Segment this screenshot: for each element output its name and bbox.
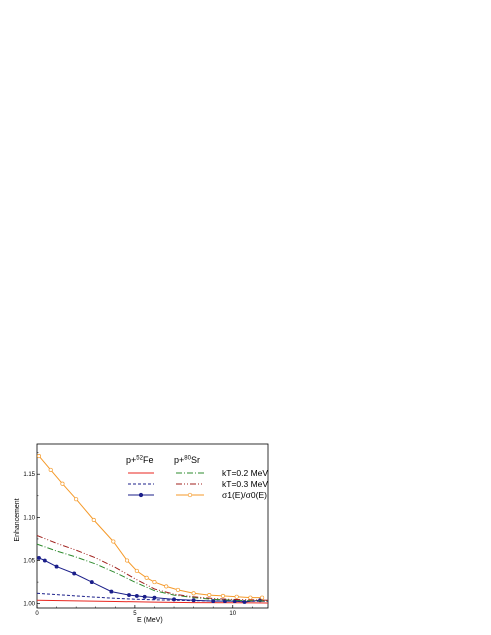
data-point — [207, 593, 212, 598]
legend: p+52Fe p+80Sr kT=0.2 MeV kT=0.3 MeV σ1(E… — [126, 455, 268, 500]
data-point — [48, 467, 53, 472]
data-point — [234, 594, 239, 599]
legend-marker — [138, 492, 144, 498]
data-point — [191, 598, 196, 603]
plot-frame — [36, 443, 269, 609]
data-point — [109, 589, 114, 594]
series-sr_ratio — [36, 454, 265, 600]
series-line-fe_kt02 — [36, 599, 269, 604]
data-point — [248, 595, 253, 600]
data-point — [74, 497, 79, 502]
data-point — [60, 481, 65, 486]
data-point — [91, 517, 96, 523]
x-tick-label: 10 — [229, 611, 236, 617]
data-point — [164, 584, 169, 589]
y-tick-label: 1.05 — [23, 559, 35, 565]
y-tick-label: 1.10 — [23, 515, 35, 521]
legend-head-sr: p+80Sr — [174, 455, 200, 465]
tick-layer: 0 5 10 1.00 1.05 1.10 1.15 — [23, 452, 253, 617]
series-fe_kt03 — [36, 592, 269, 602]
data-point — [144, 575, 149, 580]
data-point — [260, 595, 265, 600]
legend-label-kt03: kT=0.3 MeV — [222, 479, 268, 489]
data-point — [175, 587, 180, 592]
legend-label-kt02: kT=0.2 MeV — [222, 468, 268, 478]
series-sr_kt02 — [36, 543, 269, 602]
x-tick-label: 5 — [133, 611, 137, 617]
series-line-sr_ratio — [38, 455, 263, 599]
legend-head-fe: p+52Fe — [126, 455, 153, 465]
series-sr_kt03 — [36, 535, 269, 601]
y-tick-label: 1.15 — [23, 472, 35, 478]
data-point — [36, 454, 42, 459]
data-point — [191, 591, 196, 596]
data-point — [211, 599, 216, 604]
legend-marker — [187, 492, 193, 498]
y-tick-label: 1.00 — [23, 602, 35, 608]
data-point — [134, 568, 139, 573]
data-point — [54, 564, 59, 569]
series-fe_kt02 — [36, 599, 269, 604]
data-point — [111, 539, 116, 544]
data-point — [152, 595, 157, 600]
plot-border — [36, 443, 269, 609]
data-point — [127, 593, 131, 598]
data-point — [152, 580, 157, 585]
data-point — [42, 558, 47, 563]
data-point — [142, 594, 147, 599]
data-point — [172, 597, 176, 602]
data-point — [72, 571, 77, 576]
series-line-sr_kt02 — [36, 543, 269, 602]
x-axis-label: E (MeV) — [137, 617, 163, 624]
x-tick-label: 0 — [35, 611, 39, 617]
series-layer — [36, 454, 269, 604]
data-point — [134, 593, 139, 598]
legend-swatches — [128, 472, 204, 498]
series-line-fe_kt03 — [36, 592, 269, 602]
data-point — [89, 580, 94, 585]
data-point — [220, 593, 226, 598]
legend-label-ratio: σ1(E)/σ0(E) — [222, 490, 267, 500]
data-point — [125, 558, 130, 563]
series-fe_ratio — [37, 555, 263, 604]
y-axis-label: Enhancement — [14, 498, 21, 541]
data-point — [37, 555, 41, 560]
series-line-sr_kt03 — [36, 535, 269, 601]
